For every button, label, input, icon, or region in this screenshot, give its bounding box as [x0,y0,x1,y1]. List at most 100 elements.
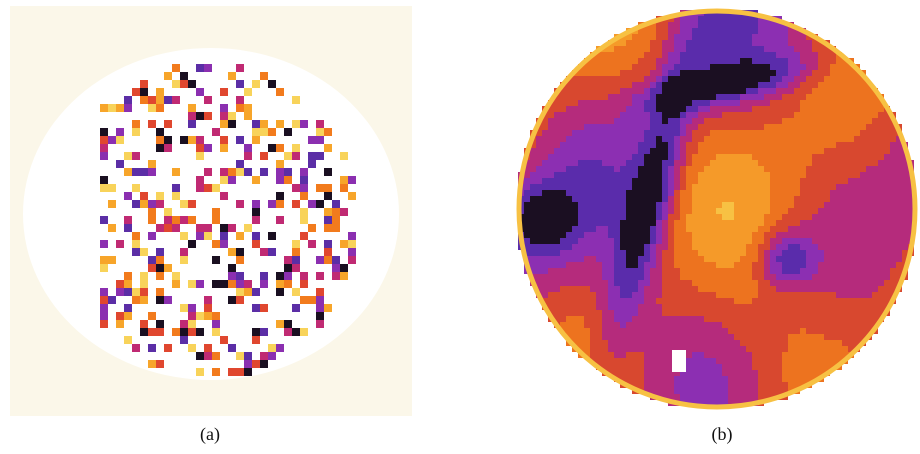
field-cell [872,154,878,160]
field-cell [836,298,842,304]
field-cell [572,94,578,100]
field-cell [722,106,728,112]
field-cell [710,70,716,76]
field-cell [788,370,794,376]
field-cell [674,178,680,184]
field-cell [614,64,620,70]
field-cell [572,232,578,238]
field-cell [746,22,752,28]
field-cell [608,250,614,256]
field-cell [680,316,686,322]
field-cell [668,40,674,46]
sample-pixel [284,176,292,184]
field-cell [878,232,884,238]
field-cell [584,178,590,184]
field-cell [752,286,758,292]
field-cell [578,280,584,286]
field-cell [608,118,614,124]
field-cell [854,340,860,346]
field-cell [596,208,602,214]
field-cell [704,82,710,88]
field-cell [788,316,794,322]
field-cell [692,244,698,250]
field-cell [686,352,692,358]
field-cell [674,274,680,280]
sample-pixel [316,120,324,128]
field-cell [746,88,752,94]
field-cell [692,112,698,118]
field-cell [722,382,728,388]
sample-pixel [196,352,204,360]
field-cell [560,232,566,238]
field-cell [698,298,704,304]
field-cell [722,196,728,202]
field-cell [722,214,728,220]
field-cell [566,316,572,322]
field-cell [872,106,878,112]
sample-pixel [252,120,260,128]
field-cell [686,142,692,148]
field-cell [680,28,686,34]
field-cell [680,322,686,328]
field-cell [626,238,632,244]
field-cell [704,214,710,220]
field-cell [740,322,746,328]
field-cell [602,304,608,310]
field-cell [542,124,548,130]
field-cell [596,142,602,148]
field-cell [818,178,824,184]
field-cell [638,196,644,202]
field-cell [656,304,662,310]
field-cell [626,142,632,148]
sample-pixel [124,280,132,288]
field-cell [824,70,830,76]
field-cell [686,262,692,268]
sample-pixel [132,288,140,296]
field-cell [626,40,632,46]
field-cell [728,76,734,82]
sample-pixel [324,248,332,256]
field-cell [902,184,908,190]
sample-pixel [324,240,332,248]
sample-pixel [212,368,220,376]
field-cell [650,292,656,298]
sample-pixel [156,200,164,208]
field-cell [686,64,692,70]
field-cell [800,280,806,286]
field-cell [770,190,776,196]
field-cell [650,34,656,40]
field-cell [698,124,704,130]
field-cell [674,118,680,124]
field-cell [830,244,836,250]
field-cell [530,238,536,244]
field-cell [824,94,830,100]
field-cell [728,376,734,382]
field-cell [674,190,680,196]
field-cell [620,370,626,376]
field-cell [638,352,644,358]
field-cell [758,334,764,340]
field-cell [596,106,602,112]
field-cell [872,232,878,238]
field-cell [524,208,530,214]
field-cell [692,82,698,88]
field-cell [800,310,806,316]
field-cell [566,238,572,244]
field-cell [806,46,812,52]
field-cell [590,298,596,304]
sample-pixel [156,288,164,296]
field-cell [674,160,680,166]
field-cell [710,292,716,298]
field-cell [536,214,542,220]
sample-pixel [308,240,316,248]
field-cell [650,88,656,94]
field-cell [596,220,602,226]
field-cell [632,202,638,208]
field-cell [746,100,752,106]
field-cell [536,172,542,178]
field-cell [716,226,722,232]
field-cell [794,220,800,226]
field-cell [692,400,698,406]
field-cell [818,202,824,208]
field-cell [878,160,884,166]
